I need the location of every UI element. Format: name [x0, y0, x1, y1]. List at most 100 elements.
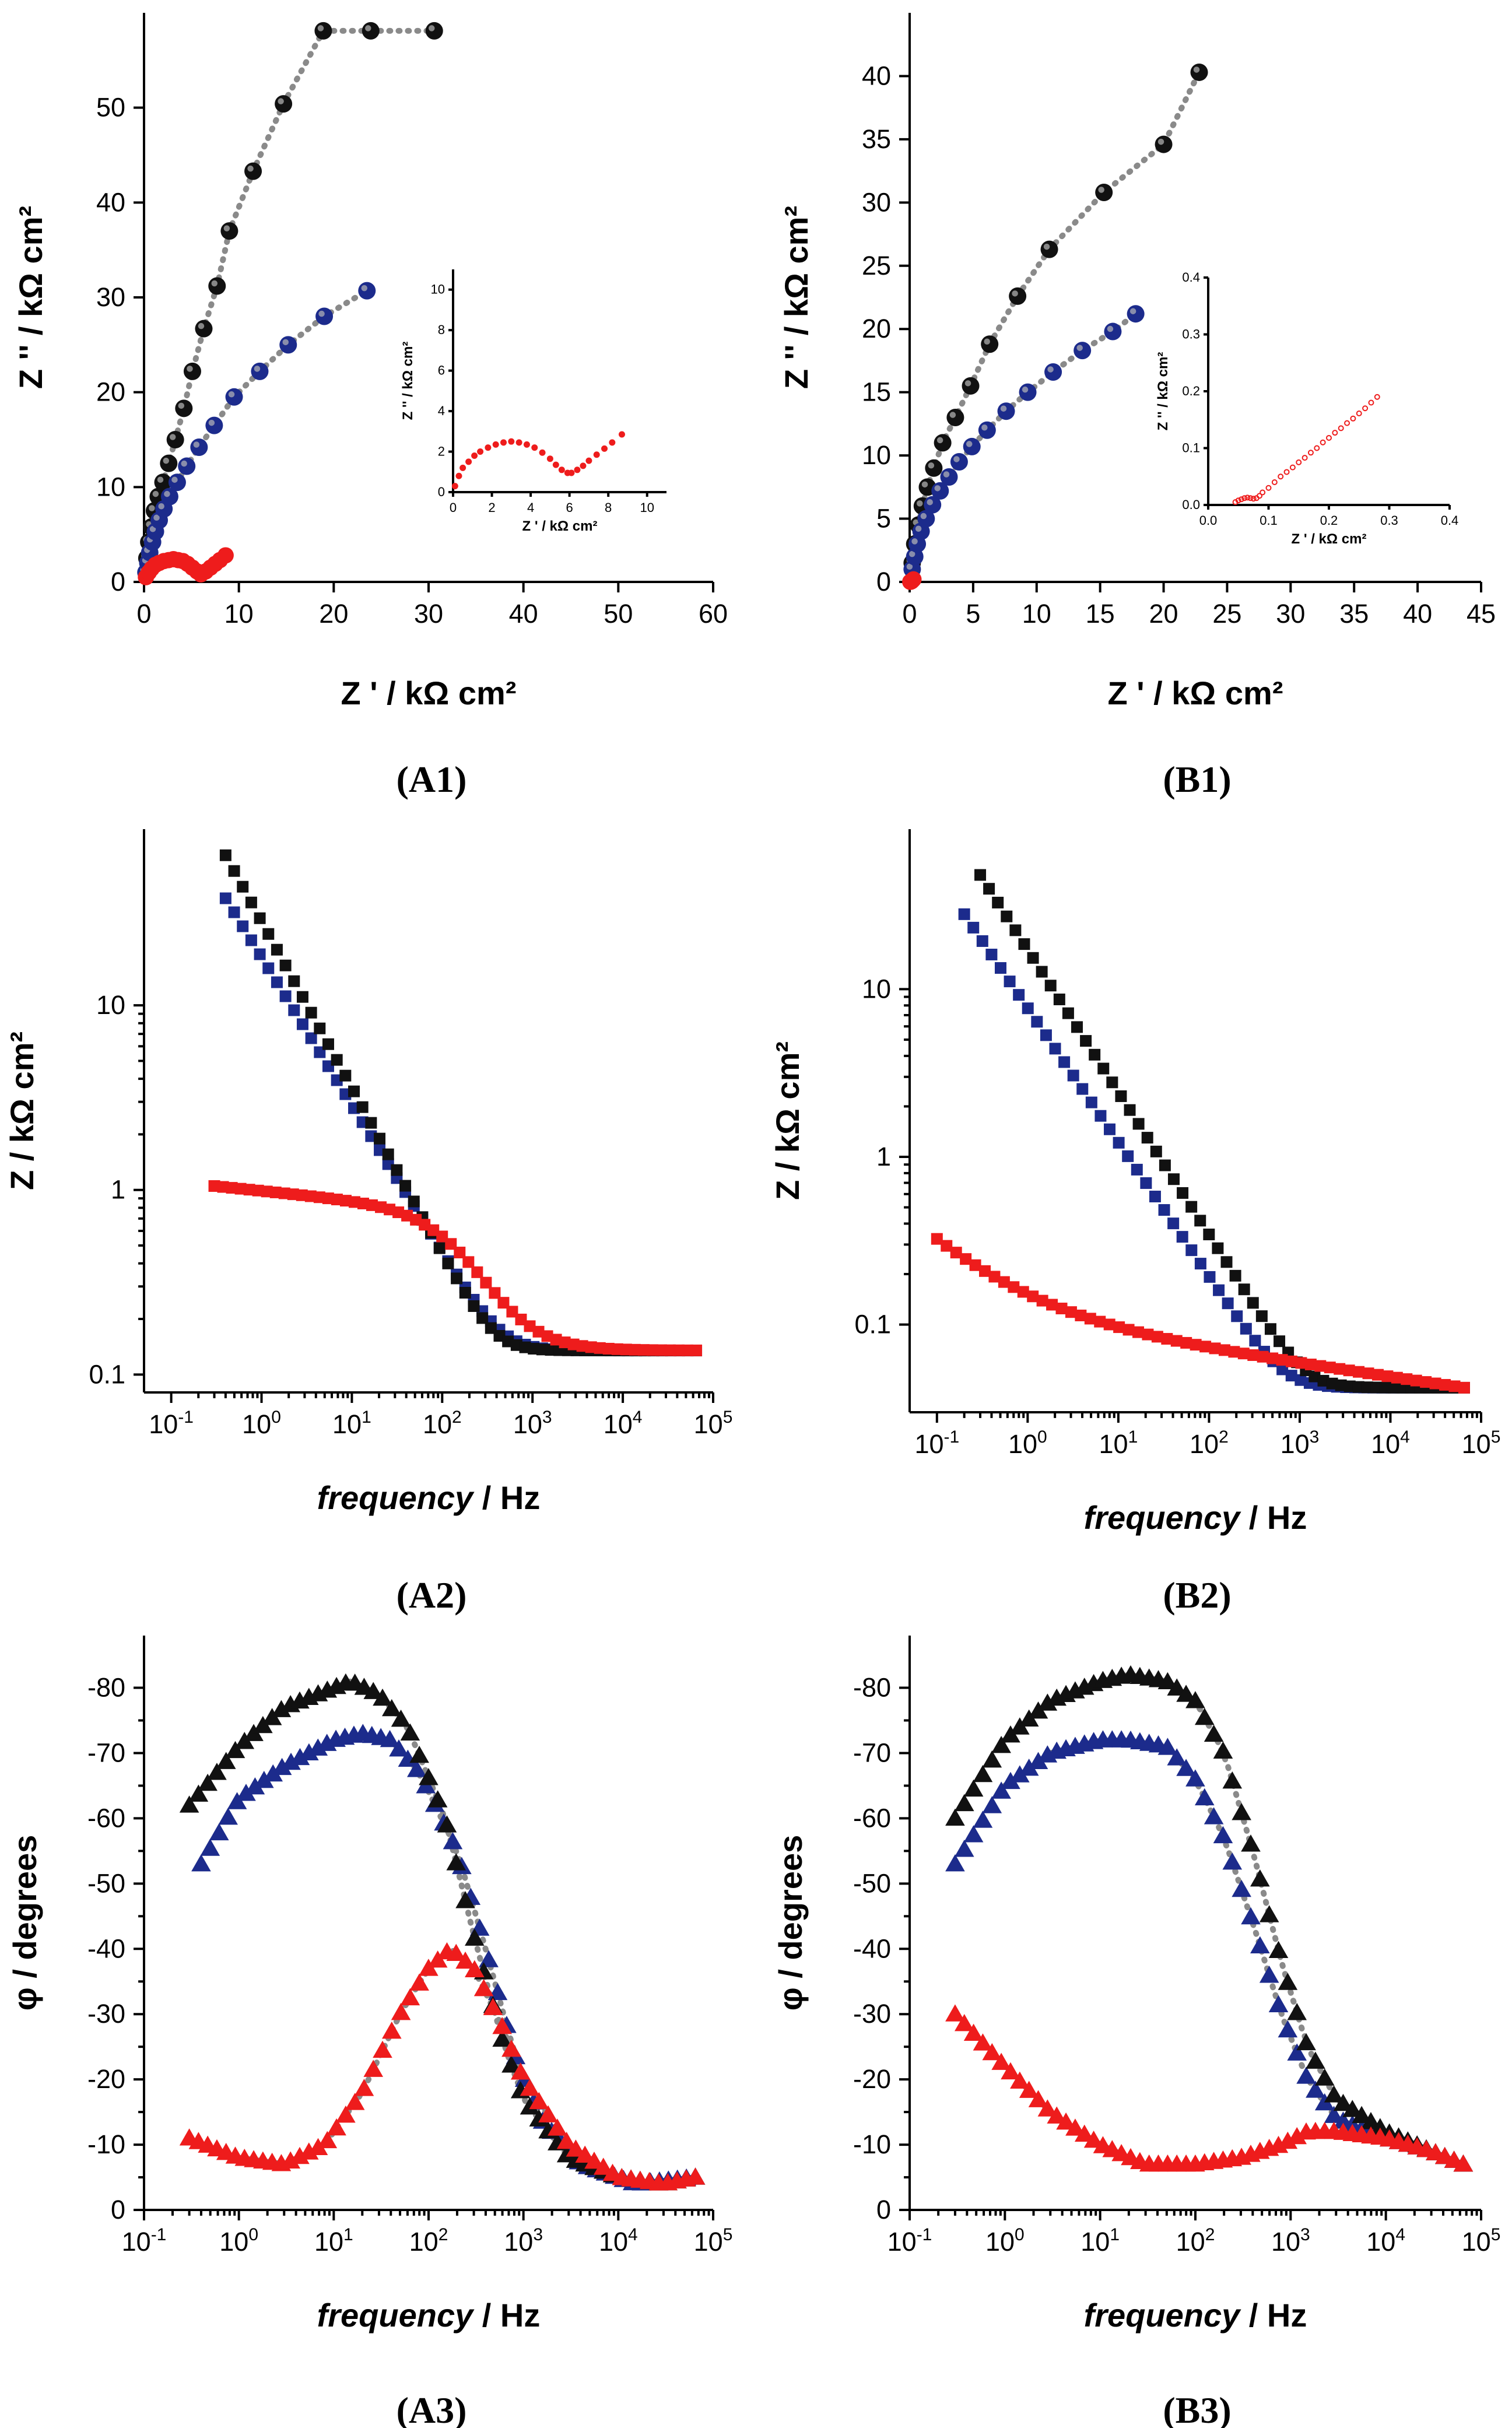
black-point — [219, 849, 231, 861]
red-point — [1037, 2099, 1058, 2117]
red-point — [366, 1199, 378, 1211]
black-point — [442, 1257, 454, 1269]
x-tick-label-base: 10 — [887, 2227, 917, 2257]
red-point — [1142, 1328, 1154, 1341]
black-point — [271, 1700, 292, 1717]
blue-point — [380, 1729, 400, 1748]
blue-point-shine — [193, 441, 200, 448]
inset-red-point — [1374, 394, 1380, 400]
black-point — [1203, 1229, 1215, 1241]
black-point — [962, 377, 980, 395]
black-point — [433, 1242, 445, 1254]
blue-point — [358, 282, 376, 300]
red-point — [566, 2139, 586, 2157]
y-tick-label: -20 — [87, 2064, 125, 2094]
blue-point — [1076, 1083, 1089, 1095]
red-point — [1075, 1309, 1087, 1321]
x-tick-label-exp: 4 — [1395, 2225, 1405, 2244]
blue-point — [254, 1770, 274, 1788]
black-point-shine — [1012, 290, 1018, 297]
x-tick-label: 10 — [640, 500, 654, 515]
blue-point-shine — [981, 424, 988, 431]
blue-point — [245, 1777, 265, 1795]
x-tick-label: 104 — [599, 2225, 638, 2257]
black-point — [1204, 1724, 1224, 1742]
red-point — [1353, 1366, 1365, 1378]
blue-point — [191, 1854, 211, 1872]
inset-red-point — [1247, 495, 1254, 501]
y-tick-label: -40 — [853, 1934, 891, 1963]
red-point — [497, 1297, 510, 1309]
black-point — [382, 1148, 394, 1160]
x-tick-label: 101 — [1099, 1427, 1138, 1459]
black-point-shine — [928, 462, 935, 469]
blue-point-shine — [164, 490, 170, 497]
black-point — [1238, 1283, 1250, 1296]
y-tick-label: -80 — [87, 1673, 125, 1703]
red-point — [1458, 1381, 1470, 1394]
y-axis-label: Z '' / kΩ cm² — [400, 342, 416, 420]
red-point — [672, 1344, 685, 1356]
red-point — [905, 571, 922, 588]
black-point — [1343, 1380, 1356, 1392]
inset-red-point — [601, 445, 608, 452]
y-tick-label: 0.1 — [89, 1359, 125, 1389]
red-point — [524, 1320, 536, 1332]
inset-red-point — [531, 444, 538, 451]
red-point — [1304, 1359, 1317, 1371]
x-tick-label: 10-1 — [887, 2225, 932, 2257]
x-tick-label-base: 10 — [149, 1409, 178, 1439]
blue-point — [225, 388, 243, 406]
red-point — [446, 1943, 466, 1962]
red-point — [363, 2059, 384, 2077]
blue-point — [991, 1781, 1011, 1799]
black-point — [1044, 980, 1057, 992]
black-point — [288, 975, 300, 987]
black-point — [1342, 2100, 1363, 2117]
black-point — [1250, 1869, 1270, 1887]
black-point — [1287, 2003, 1307, 2020]
black-point — [1132, 1118, 1145, 1130]
red-point — [1429, 1377, 1441, 1390]
red-point — [532, 1325, 545, 1338]
y-tick-label: 1 — [111, 1175, 125, 1205]
x-tick-label: 103 — [1281, 1427, 1320, 1459]
blue-point — [1167, 1217, 1180, 1230]
inset-red-point — [1265, 485, 1272, 491]
blue-point — [1149, 1191, 1161, 1203]
red-point — [1278, 2131, 1298, 2149]
x-tick-label-base: 10 — [985, 2227, 1015, 2257]
red-point — [1237, 1348, 1250, 1360]
x-tick-label: 0 — [902, 599, 917, 629]
y-tick-label: -10 — [87, 2129, 125, 2159]
red-point — [506, 1306, 518, 1318]
red-point — [208, 1180, 220, 1192]
red-point — [1132, 1326, 1145, 1338]
black-point — [195, 320, 213, 338]
blue-point — [1028, 1752, 1048, 1769]
red-point — [1094, 1315, 1106, 1328]
black-point — [275, 95, 293, 113]
blue-point — [1131, 1163, 1143, 1176]
red-point — [979, 1265, 991, 1277]
y-tick-label: 0.1 — [854, 1310, 891, 1339]
inset-red-point — [500, 439, 507, 446]
blue-point-shine — [943, 471, 950, 478]
blue-point — [271, 976, 283, 988]
x-tick-label-exp: 0 — [1015, 2225, 1025, 2244]
red-point — [296, 1189, 308, 1201]
blue-point-shine — [911, 538, 918, 545]
inset-red-point — [485, 444, 492, 451]
black-point — [365, 1117, 377, 1129]
blue-point — [1058, 1056, 1071, 1068]
red-point — [1065, 1306, 1077, 1318]
black-point — [220, 222, 238, 240]
red-point — [1453, 2154, 1474, 2172]
chart-A3: 10-1 100 101 102 103 104 1050-10-20-30-40-50-6… — [6, 1636, 732, 2334]
red-point — [331, 1194, 343, 1206]
red-point — [1027, 1290, 1039, 1303]
blue-point — [1167, 1748, 1187, 1766]
x-tick-label: 35 — [1339, 599, 1369, 629]
inset-red-point — [523, 441, 530, 448]
